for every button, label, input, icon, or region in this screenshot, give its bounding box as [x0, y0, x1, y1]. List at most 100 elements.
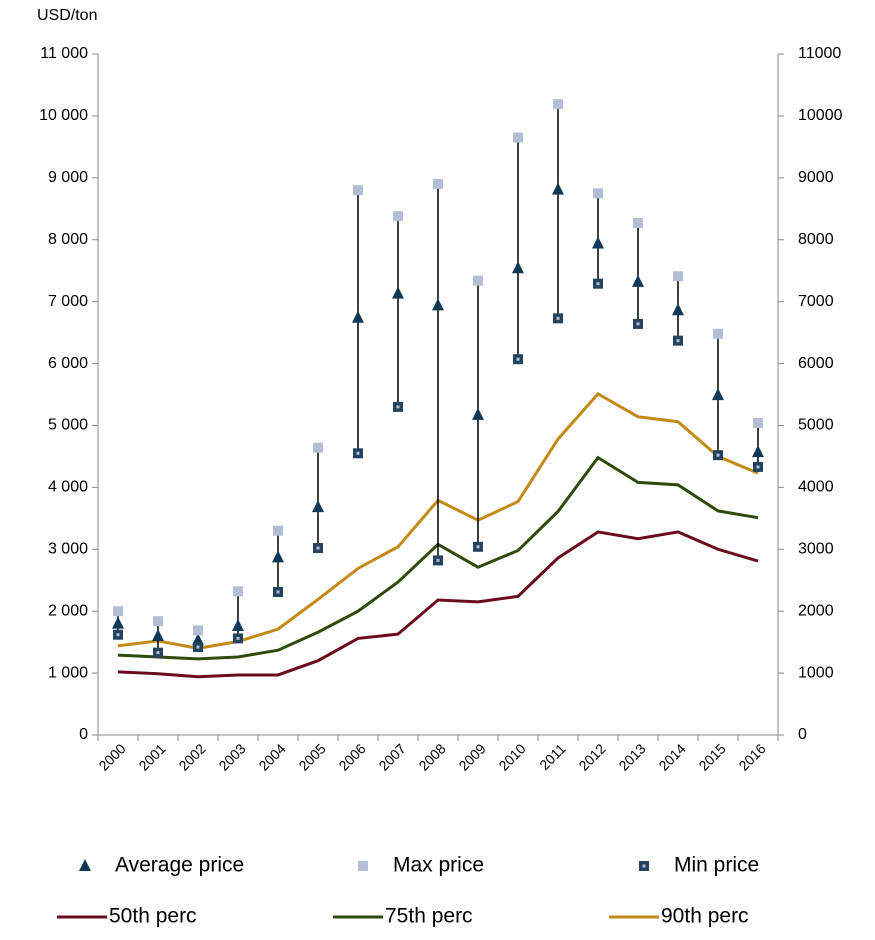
legend-label: 50th perc	[109, 905, 197, 928]
x-tick-label: 2004	[255, 740, 288, 773]
marker	[712, 388, 724, 401]
marker	[272, 550, 284, 563]
x-tick-label: 2016	[735, 740, 768, 773]
x-tick-label: 2003	[215, 740, 248, 773]
marker	[753, 417, 763, 428]
marker-dot	[236, 636, 240, 640]
marker	[592, 236, 604, 249]
x-tick-label: 2014	[655, 740, 688, 773]
marker	[632, 274, 644, 287]
marker	[312, 500, 324, 513]
marker	[193, 625, 203, 636]
y-axis-label: USD/ton	[37, 7, 97, 24]
marker-dot	[436, 558, 440, 562]
x-tick-label: 2002	[175, 740, 208, 773]
marker-dot	[476, 545, 480, 549]
y-tick-label: 10 000	[39, 107, 88, 124]
y-tick-label: 1 000	[48, 664, 88, 681]
marker	[353, 185, 363, 196]
y-tick-label: 3 000	[48, 540, 88, 557]
marker-dot	[556, 316, 560, 320]
legend-label: 90th perc	[661, 905, 749, 928]
legend-marker	[358, 861, 368, 871]
x-tick-label: 2005	[295, 740, 328, 773]
marker	[112, 616, 124, 629]
marker-dot	[676, 339, 680, 343]
marker	[232, 619, 244, 632]
marker-dot	[356, 451, 360, 455]
y-tick-label: 5 000	[48, 417, 88, 434]
marker-dot	[516, 357, 520, 361]
marker	[713, 328, 723, 339]
x-tick-label: 2011	[536, 740, 569, 773]
marker	[152, 628, 164, 641]
y-tick-label: 9 000	[48, 169, 88, 186]
marker-dot	[156, 651, 160, 655]
marker	[352, 310, 364, 323]
marker	[273, 525, 283, 536]
marker-dot	[116, 633, 120, 637]
y-tick-label: 0	[79, 726, 88, 743]
marker-dot	[756, 465, 760, 469]
y2-tick-label: 6000	[798, 355, 834, 372]
x-tick-label: 2009	[455, 740, 488, 773]
marker	[672, 303, 684, 316]
x-tick-label: 2012	[575, 740, 608, 773]
x-tick-label: 2008	[415, 740, 448, 773]
marker-dot	[716, 453, 720, 457]
y2-tick-label: 11000	[798, 45, 841, 62]
marker	[552, 182, 564, 195]
y2-tick-label: 5000	[798, 417, 834, 434]
y2-tick-label: 10000	[798, 107, 843, 124]
y-tick-label: 11 000	[40, 45, 88, 62]
y-tick-label: 2 000	[48, 602, 88, 619]
marker	[673, 271, 683, 282]
y-tick-label: 7 000	[48, 293, 88, 310]
x-tick-label: 2013	[615, 740, 648, 773]
y2-tick-label: 3000	[798, 540, 834, 557]
marker-dot	[276, 590, 280, 594]
marker	[113, 606, 123, 617]
marker-dot	[196, 645, 200, 649]
legend-label: 75th perc	[385, 905, 473, 928]
marker	[593, 188, 603, 199]
y2-tick-label: 4000	[798, 479, 834, 496]
y2-tick-label: 7000	[798, 293, 834, 310]
line-series	[117, 530, 759, 679]
y2-tick-label: 1000	[798, 664, 834, 681]
marker	[513, 132, 523, 143]
y-tick-label: 8 000	[48, 231, 88, 248]
marker	[473, 275, 483, 286]
marker-dot	[396, 405, 400, 409]
x-tick-label: 2000	[95, 740, 128, 773]
marker	[432, 298, 444, 311]
y2-tick-label: 2000	[798, 602, 834, 619]
marker-dot	[316, 546, 320, 550]
y2-tick-label: 9000	[798, 169, 834, 186]
legend-label: Min price	[674, 854, 759, 877]
y2-tick-label: 8000	[798, 231, 834, 248]
marker	[153, 616, 163, 627]
legend-marker	[79, 859, 91, 871]
marker	[313, 442, 323, 453]
x-tick-label: 2001	[135, 740, 168, 773]
x-tick-label: 2010	[495, 740, 528, 773]
marker	[433, 179, 443, 190]
legend-label: Max price	[393, 854, 484, 877]
x-tick-label: 2015	[695, 740, 728, 773]
marker	[233, 586, 243, 597]
y2-tick-label: 0	[798, 726, 807, 743]
legend-label: Average price	[115, 854, 244, 877]
marker	[393, 211, 403, 222]
marker	[392, 286, 404, 299]
marker	[512, 261, 524, 274]
y-tick-label: 6 000	[48, 355, 88, 372]
legend-marker-dot	[642, 864, 646, 868]
marker	[553, 99, 563, 110]
x-tick-label: 2006	[335, 740, 368, 773]
marker	[752, 445, 764, 458]
marker	[472, 407, 484, 420]
marker-dot	[636, 322, 640, 326]
